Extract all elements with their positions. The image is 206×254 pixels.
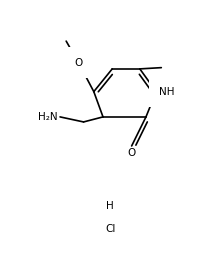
Text: H: H — [106, 201, 114, 211]
Text: Cl: Cl — [105, 224, 115, 234]
Text: NH: NH — [159, 87, 175, 97]
Text: H₂N: H₂N — [38, 112, 58, 122]
Text: O: O — [128, 148, 136, 158]
Text: O: O — [74, 58, 83, 68]
